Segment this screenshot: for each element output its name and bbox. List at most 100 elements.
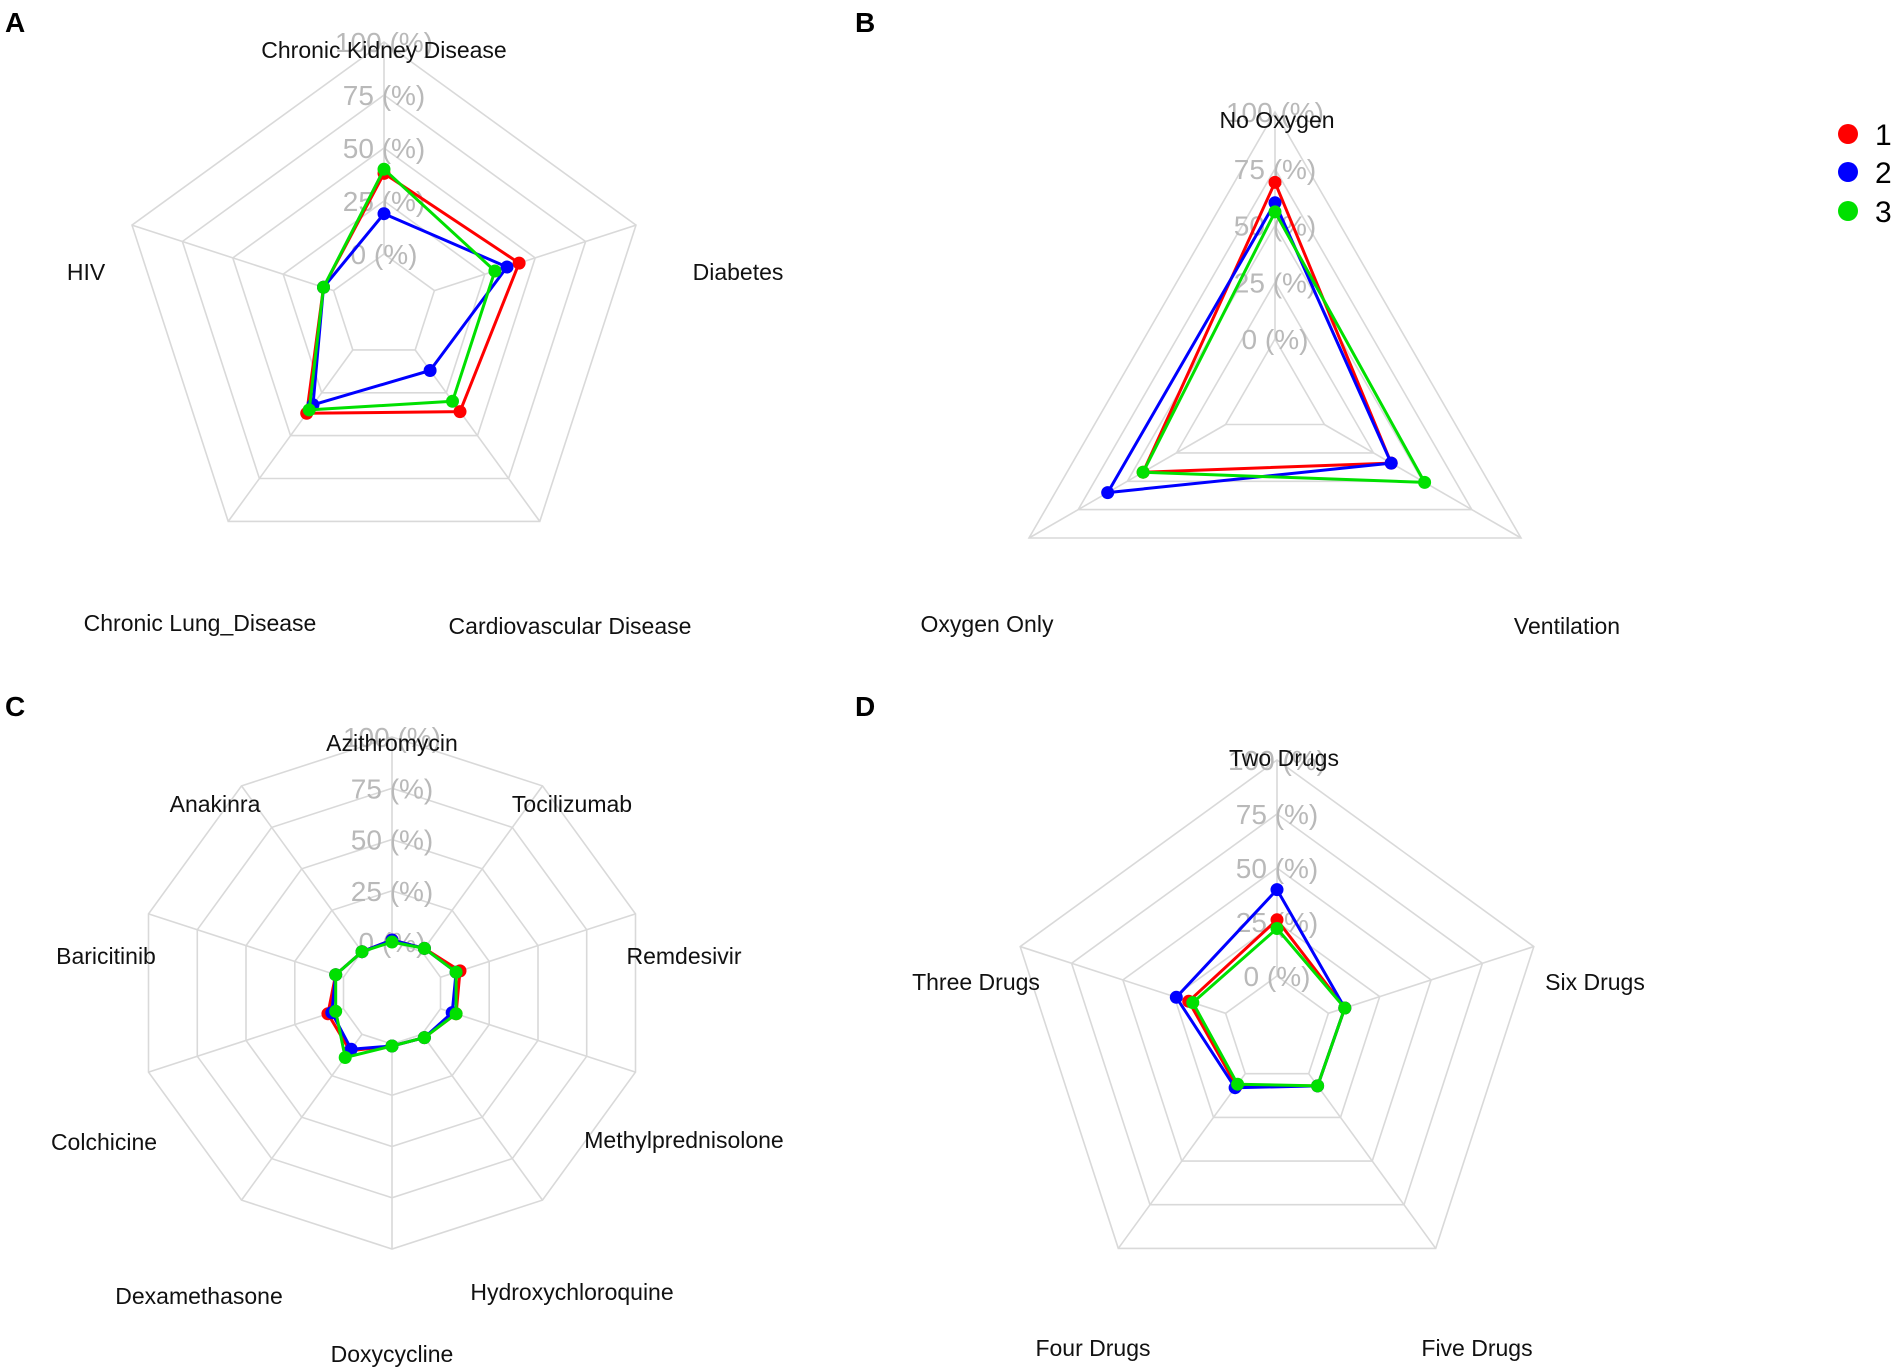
axis-label-chronic-lung-disease: Chronic Lung_Disease <box>84 610 317 636</box>
panels: A0 (%)25 (%)50 (%)75 (%)100 (%)Chronic K… <box>5 7 1645 1367</box>
spoke-diabetes <box>434 224 637 292</box>
tick-label: 50 (%) <box>1236 853 1318 884</box>
data-point-six-drugs <box>1338 1001 1352 1015</box>
spoke-four-drugs <box>1117 1073 1246 1249</box>
data-point-cardiovascular-disease <box>453 405 467 419</box>
series-line-3 <box>1141 210 1427 484</box>
axis-label-chronic-kidney-disease: Chronic Kidney Disease <box>261 37 506 63</box>
tick-label: 0 (%) <box>351 239 418 270</box>
series-line-3 <box>1191 927 1347 1088</box>
data-point-cardiovascular-disease <box>423 364 437 377</box>
grid-ring-1 <box>1175 280 1375 454</box>
tick-label: 75 (%) <box>1236 799 1318 830</box>
grid-ring-2 <box>1121 867 1433 1162</box>
axis-label-hiv: HIV <box>67 259 106 285</box>
axis-label-two-drugs: Two Drugs <box>1229 745 1339 771</box>
tick-label: 100 (%) <box>335 27 433 58</box>
grid-ring-3 <box>1070 813 1484 1206</box>
spoke-six-drugs <box>1328 945 1535 1015</box>
tick-label: 50 (%) <box>351 825 433 856</box>
tick-label: 100 (%) <box>1228 745 1326 776</box>
axis-label-no-oxygen: No Oxygen <box>1219 107 1334 133</box>
axis-label-colchicine: Colchicine <box>51 1129 157 1155</box>
series-3 <box>1136 205 1432 489</box>
data-point-azithromycin <box>385 935 399 949</box>
tick-label: 75 (%) <box>351 773 433 804</box>
spoke-hiv <box>131 224 334 292</box>
grid-ring-0 <box>1224 337 1326 426</box>
data-point-cardiovascular-disease <box>446 394 459 408</box>
tick-label: 25 (%) <box>1234 267 1316 298</box>
tick-label: 50 (%) <box>343 133 425 164</box>
legend-marker-1 <box>1838 124 1858 144</box>
data-point-hiv <box>317 280 330 294</box>
spoke-anakinra <box>240 785 363 953</box>
data-point-no-oxygen <box>1268 196 1282 210</box>
data-point-three-drugs <box>1169 990 1183 1004</box>
radar-panel-a: A0 (%)25 (%)50 (%)75 (%)100 (%)Chronic K… <box>5 7 783 639</box>
data-point-two-drugs <box>1270 922 1284 935</box>
spoke-remdesivir <box>440 913 636 979</box>
axis-label-hydroxychloroquine: Hydroxychloroquine <box>470 1279 673 1305</box>
series-line-1 <box>1187 918 1347 1088</box>
axis-label-tocilizumab: Tocilizumab <box>512 791 632 817</box>
axis-label-methylprednisolone: Methylprednisolone <box>584 1127 783 1153</box>
spoke-methylprednisolone <box>440 1007 636 1073</box>
spoke-cardiovascular-disease <box>414 349 541 522</box>
axis-label-cardiovascular-disease: Cardiovascular Disease <box>449 613 692 639</box>
legend-marker-2 <box>1838 162 1858 182</box>
data-point-chronic-kidney-disease <box>377 162 391 176</box>
spoke-chronic-lung-disease <box>227 349 354 522</box>
axis-label-baricitinib: Baricitinib <box>56 943 156 969</box>
panel-letter-b: B <box>855 7 875 38</box>
grid-ring-2 <box>231 147 537 437</box>
spoke-hydroxychloroquine <box>421 1033 544 1201</box>
data-point-baricitinib <box>329 968 343 982</box>
series-line-2 <box>1174 888 1347 1090</box>
data-point-diabetes <box>500 260 514 274</box>
legend-marker-3 <box>1838 201 1858 221</box>
tick-label: 100 (%) <box>343 722 441 753</box>
series-line-1 <box>1141 180 1393 474</box>
axis-label-remdesivir: Remdesivir <box>626 943 741 969</box>
data-point-oxygen-only <box>1101 486 1115 500</box>
series-line-2 <box>1106 201 1393 495</box>
axis-label-three-drugs: Three Drugs <box>912 969 1040 995</box>
grid-ring-4 <box>131 41 637 523</box>
panel-letter-a: A <box>5 7 25 38</box>
axis-label-azithromycin: Azithromycin <box>326 730 458 756</box>
data-point-doxycycline <box>385 1039 399 1053</box>
data-point-anakinra <box>355 945 369 959</box>
grid-ring-3 <box>1076 167 1474 511</box>
data-point-ventilation <box>1384 456 1398 470</box>
legend-label-2: 2 <box>1875 157 1892 190</box>
series-3 <box>329 935 463 1064</box>
axis-label-oxygen-only: Oxygen Only <box>921 611 1054 637</box>
data-point-chronic-kidney-disease <box>377 207 391 221</box>
data-point-ventilation <box>1418 475 1432 489</box>
axis-label-ventilation: Ventilation <box>1514 613 1620 639</box>
grid-ring-1 <box>282 200 486 394</box>
tick-label: 0 (%) <box>1242 324 1309 355</box>
panel-letter-d: D <box>855 691 875 722</box>
data-point-dexamethasone <box>338 1051 352 1064</box>
grid-ring-3 <box>181 94 587 480</box>
data-point-colchicine <box>329 1004 343 1018</box>
tick-label: 75 (%) <box>343 80 425 111</box>
spoke-oxygen-only <box>1028 423 1227 539</box>
spoke-tocilizumab <box>421 785 544 953</box>
radar-panel-d: D0 (%)25 (%)50 (%)75 (%)100 (%)Two Drugs… <box>855 691 1645 1361</box>
axis-label-five-drugs: Five Drugs <box>1421 1335 1532 1361</box>
data-point-two-drugs <box>1270 883 1284 897</box>
grid-ring-2 <box>1125 223 1425 483</box>
grid-ring-0 <box>1224 975 1330 1075</box>
data-point-diabetes <box>488 264 502 278</box>
axis-label-dexamethasone: Dexamethasone <box>115 1283 283 1309</box>
data-point-three-drugs <box>1186 996 1200 1010</box>
series-3 <box>302 162 502 417</box>
data-point-five-drugs <box>1311 1079 1325 1093</box>
series-2 <box>1101 196 1398 500</box>
data-point-hydroxychloroquine <box>417 1031 431 1045</box>
grid-ring-4 <box>1019 759 1535 1250</box>
